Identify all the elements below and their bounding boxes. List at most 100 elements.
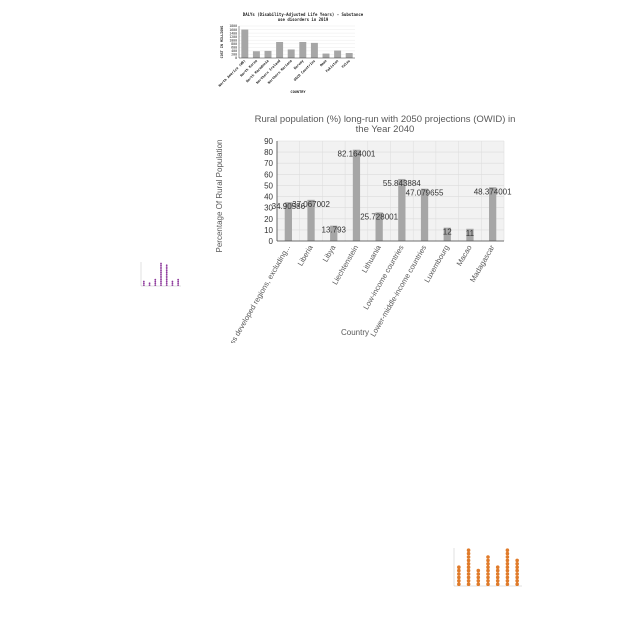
data-point bbox=[457, 572, 461, 576]
data-label: 11 bbox=[466, 229, 475, 238]
bar bbox=[310, 42, 318, 58]
data-label: 25.728001 bbox=[360, 212, 398, 221]
data-point bbox=[495, 572, 500, 576]
data-point bbox=[177, 280, 180, 283]
data-point bbox=[515, 582, 519, 586]
data-point bbox=[165, 266, 168, 268]
data-point bbox=[476, 579, 481, 583]
data-point bbox=[486, 582, 490, 586]
y-tick-label: 50 bbox=[264, 181, 273, 190]
data-point bbox=[486, 568, 490, 573]
y-axis-title: COST IN MILLIONS bbox=[220, 26, 224, 59]
data-point bbox=[476, 568, 481, 573]
y-tick-label: 30 bbox=[264, 204, 273, 213]
data-point bbox=[154, 284, 157, 286]
bar bbox=[264, 50, 272, 58]
data-point bbox=[160, 278, 162, 281]
bar bbox=[287, 49, 295, 58]
data-point bbox=[495, 568, 500, 573]
data-point bbox=[486, 565, 490, 569]
x-tick-label: Libya bbox=[321, 243, 338, 264]
y-tick-label: 40 bbox=[264, 193, 273, 202]
data-point bbox=[148, 282, 151, 285]
chart-title-line-2: the Year 2040 bbox=[356, 124, 415, 135]
data-point bbox=[515, 568, 519, 573]
data-point bbox=[486, 572, 490, 576]
x-axis-title: Country bbox=[341, 328, 369, 337]
x-tick-label: Pakistan bbox=[325, 59, 339, 73]
y-tick-label: 70 bbox=[264, 159, 273, 168]
y-tick-label: 20 bbox=[264, 215, 273, 224]
data-point bbox=[476, 582, 481, 586]
orange-dot-chart bbox=[453, 548, 522, 587]
bar bbox=[420, 188, 429, 241]
data-point bbox=[505, 572, 510, 576]
data-point bbox=[142, 284, 145, 286]
bar bbox=[284, 202, 292, 241]
y-tick-label: 90 bbox=[264, 137, 273, 146]
data-point bbox=[466, 548, 471, 552]
y-tick-label: 80 bbox=[264, 148, 273, 157]
data-point bbox=[457, 582, 461, 586]
data-point bbox=[476, 572, 481, 576]
purple-dot-chart bbox=[140, 262, 181, 287]
bar bbox=[307, 199, 315, 241]
data-point bbox=[165, 264, 168, 267]
data-point bbox=[495, 565, 500, 569]
data-point bbox=[486, 575, 490, 580]
data-point bbox=[165, 278, 168, 281]
data-point bbox=[466, 568, 471, 573]
data-point bbox=[515, 558, 519, 563]
data-point bbox=[457, 575, 461, 580]
data-point bbox=[505, 562, 510, 566]
bar bbox=[241, 29, 249, 58]
y-tick-label: 1600 bbox=[229, 28, 237, 32]
data-point bbox=[154, 280, 157, 283]
x-tick-label: Low-income countries bbox=[361, 243, 405, 311]
data-point bbox=[466, 551, 471, 556]
data-point bbox=[160, 280, 162, 283]
y-axis-title: Percentage Of Rural Population bbox=[215, 140, 224, 253]
y-tick-label: 400 bbox=[231, 49, 237, 53]
data-point bbox=[466, 582, 471, 586]
x-tick-label: OECD Countries bbox=[293, 59, 316, 82]
data-point bbox=[457, 568, 461, 573]
x-tick-label: Macao bbox=[455, 244, 474, 268]
data-point bbox=[505, 565, 510, 569]
data-label: 12 bbox=[443, 228, 452, 237]
y-tick-label: 1800 bbox=[229, 24, 237, 28]
data-point bbox=[165, 280, 168, 283]
y-tick-label: 1400 bbox=[229, 31, 237, 35]
data-point bbox=[466, 579, 471, 583]
bar bbox=[299, 42, 307, 58]
data-point bbox=[505, 551, 510, 556]
bar bbox=[466, 228, 474, 241]
data-point bbox=[466, 555, 471, 559]
data-label: 55.843884 bbox=[383, 179, 421, 188]
data-point bbox=[160, 282, 162, 285]
bar bbox=[322, 53, 330, 58]
data-point bbox=[486, 579, 490, 583]
data-point bbox=[154, 282, 157, 285]
data-point bbox=[165, 273, 168, 276]
data-point bbox=[466, 575, 471, 580]
data-point bbox=[505, 548, 510, 552]
dalys-chart: DALYs (Disability-Adjusted Life Years) -… bbox=[218, 12, 364, 94]
data-point bbox=[486, 558, 490, 563]
y-tick-label: 200 bbox=[231, 53, 237, 57]
data-point bbox=[515, 575, 519, 580]
data-point bbox=[165, 268, 168, 270]
data-point bbox=[486, 555, 490, 559]
bar bbox=[334, 50, 342, 58]
data-point bbox=[505, 555, 510, 559]
y-tick-label: 10 bbox=[264, 226, 273, 235]
data-point bbox=[165, 275, 168, 277]
chart-title-line-2: use disorders in 2019 bbox=[278, 17, 329, 22]
data-point bbox=[505, 582, 510, 586]
data-point bbox=[165, 271, 168, 274]
y-tick-label: 1000 bbox=[229, 38, 237, 42]
bar bbox=[398, 178, 406, 241]
data-point bbox=[466, 572, 471, 576]
data-point bbox=[486, 562, 490, 566]
data-point bbox=[171, 280, 174, 283]
